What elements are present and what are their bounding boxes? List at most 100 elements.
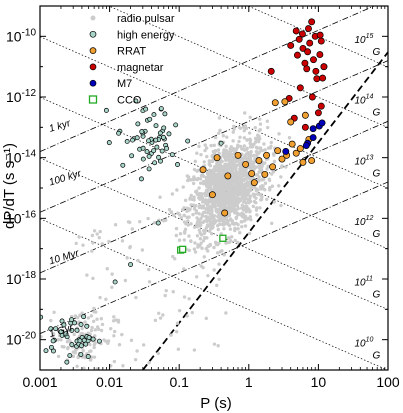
radio-pulsar-point [279,203,283,208]
legend-entry: CCO [88,95,142,107]
radio-pulsar-point [95,232,99,236]
high-energy-point [154,144,160,150]
radio-pulsar-point [200,246,204,250]
radio-pulsar-point [51,332,56,336]
rrat-point [242,160,250,168]
radio-pulsar-point [248,137,252,141]
rrat-point [299,158,307,166]
legend-marker [89,79,97,87]
radio-pulsar-point [247,216,251,221]
rrat-point [255,157,263,165]
radio-pulsar-point [214,168,218,172]
radio-pulsar-point [188,207,192,211]
x-tick-label: 0.001 [22,374,57,390]
radio-pulsar-point [233,238,237,243]
svg-text:G: G [372,108,380,119]
radio-pulsar-point [198,181,203,185]
legend-marker [88,95,98,104]
radio-pulsar-point [214,149,218,153]
radio-pulsar-point [240,224,244,229]
high-energy-point [140,156,146,162]
legend-label: M7 [117,78,132,90]
radio-pulsar-point [252,192,257,197]
radio-pulsar-point [186,178,191,182]
high-energy-point [77,338,83,344]
svg-text:G: G [372,168,380,179]
legend-label: high energy [117,29,175,41]
radio-pulsar-point [182,206,186,210]
radio-pulsar-point [199,192,204,196]
high-energy-point [140,145,146,151]
radio-pulsar-point [195,169,199,173]
radio-pulsar-point [185,314,189,318]
radio-pulsar-point [230,219,235,223]
high-energy-point [124,138,130,144]
radio-pulsar-point [217,173,221,177]
radio-pulsar-point [272,153,276,157]
radio-pulsar-point [257,163,261,167]
radio-pulsar-point [199,241,203,245]
radio-pulsar-point [204,146,209,150]
y-tick-label: 10-16 [6,209,36,226]
radio-pulsar-point [249,155,253,159]
radio-pulsar-point [107,239,111,244]
y-tick-label: 10-18 [6,270,36,287]
radio-pulsar-point [133,357,138,362]
radio-pulsar-point [272,200,277,204]
radio-pulsar-point [252,167,256,171]
radio-pulsar-point [195,192,200,196]
radio-pulsar-point [238,212,242,216]
radio-pulsar-point [212,205,217,209]
radio-pulsar-point [81,243,85,247]
radio-pulsar-point [104,297,108,302]
x-axis-label: P (s) [200,395,231,412]
rrat-point [248,170,256,177]
radio-pulsar-point [99,317,104,321]
radio-pulsar-point [238,126,243,130]
radio-pulsar-point [212,245,216,250]
high-energy-point [51,348,56,354]
radio-pulsar-point [212,268,216,272]
radio-pulsar-point [243,216,247,220]
radio-pulsar-point [266,125,270,130]
radio-pulsar-point [193,250,198,254]
radio-pulsar-point [210,169,214,173]
radio-pulsar-point [49,318,53,323]
radio-pulsar-point [244,147,249,152]
radio-pulsar-point [112,315,116,319]
radio-pulsar-point [202,219,206,223]
radio-pulsar-point [75,315,80,320]
radio-pulsar-point [98,229,102,234]
radio-pulsar-point [197,228,202,232]
field-line [40,218,388,370]
radio-pulsar-point [248,115,252,119]
radio-pulsar-point [117,342,122,347]
radio-pulsar-point [212,143,216,148]
radio-pulsar-point [91,276,95,281]
radio-pulsar-point [195,177,199,182]
radio-pulsar-point [242,129,246,133]
magnetar-point [317,37,325,45]
radio-pulsar-point [239,206,244,210]
radio-pulsar-point [220,204,225,208]
radio-pulsar-point [229,162,234,167]
rrat-point [292,149,300,157]
radio-pulsar-point [210,224,215,228]
radio-pulsar-point [214,173,218,177]
radio-pulsar-point [248,152,252,156]
radio-pulsar-point [220,159,224,164]
radio-pulsar-point [252,199,257,204]
radio-pulsar-point [199,152,203,157]
rrat-point [296,145,304,152]
x-axis: 0.001 0.01 0.1 1 10 100 [22,6,400,390]
radio-pulsar-point [279,165,284,169]
radio-pulsar-point [202,160,206,164]
svg-text:G: G [372,47,380,58]
radio-pulsar-point [209,211,214,215]
cco-point [219,234,227,242]
radio-pulsar-point [176,211,180,215]
radio-pulsar-point [194,209,199,213]
radio-pulsar-point [202,235,207,240]
radio-pulsar-point [51,334,55,339]
radio-pulsar-point [231,189,236,194]
